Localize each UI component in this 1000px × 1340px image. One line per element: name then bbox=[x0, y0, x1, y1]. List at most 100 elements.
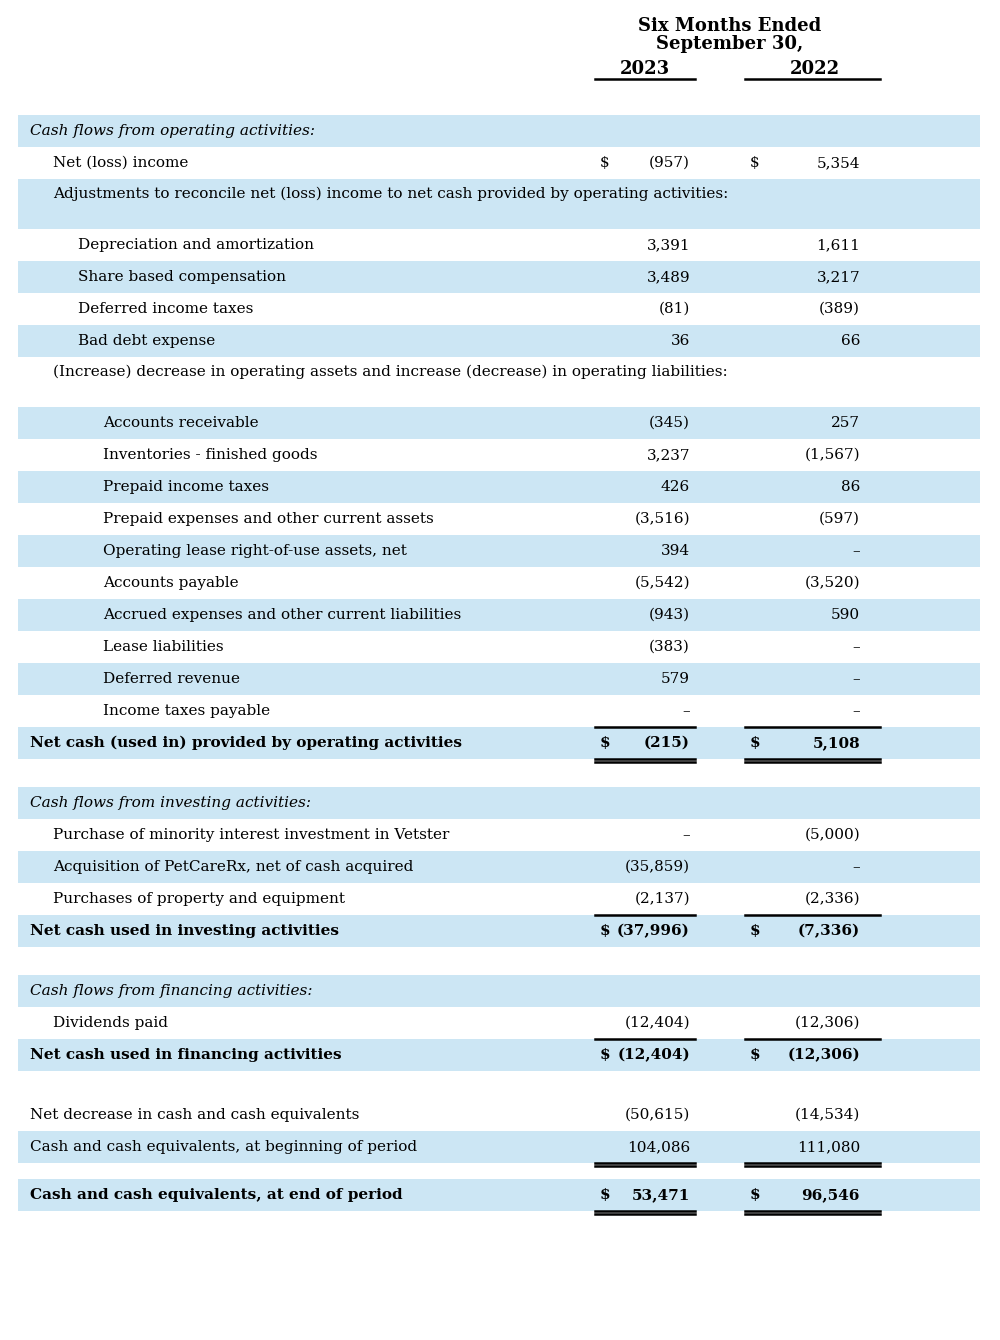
Bar bbox=[18, 326, 980, 356]
Text: 3,391: 3,391 bbox=[646, 239, 690, 252]
Text: 96,546: 96,546 bbox=[802, 1189, 860, 1202]
Text: Cash flows from investing activities:: Cash flows from investing activities: bbox=[30, 796, 311, 809]
Text: (Increase) decrease in operating assets and increase (decrease) in operating lia: (Increase) decrease in operating assets … bbox=[53, 364, 728, 379]
Text: (35,859): (35,859) bbox=[625, 860, 690, 874]
Text: Bad debt expense: Bad debt expense bbox=[78, 334, 215, 348]
Text: 257: 257 bbox=[831, 415, 860, 430]
Text: Depreciation and amortization: Depreciation and amortization bbox=[78, 239, 314, 252]
Text: Cash flows from financing activities:: Cash flows from financing activities: bbox=[30, 984, 312, 998]
Bar bbox=[18, 535, 980, 567]
Text: (37,996): (37,996) bbox=[617, 923, 690, 938]
Bar bbox=[18, 976, 980, 1006]
Text: (383): (383) bbox=[649, 641, 690, 654]
Text: 5,354: 5,354 bbox=[816, 155, 860, 170]
Text: Net cash (used in) provided by operating activities: Net cash (used in) provided by operating… bbox=[30, 736, 462, 750]
Bar bbox=[18, 1179, 980, 1211]
Text: Net cash used in investing activities: Net cash used in investing activities bbox=[30, 925, 339, 938]
Bar bbox=[18, 851, 980, 883]
Text: $: $ bbox=[750, 155, 760, 170]
Text: Prepaid income taxes: Prepaid income taxes bbox=[103, 480, 269, 494]
Bar bbox=[18, 115, 980, 147]
Text: September 30,: September 30, bbox=[656, 35, 804, 54]
Text: (215): (215) bbox=[644, 736, 690, 750]
Text: Accrued expenses and other current liabilities: Accrued expenses and other current liabi… bbox=[103, 608, 461, 622]
Text: –: – bbox=[682, 828, 690, 842]
Text: 86: 86 bbox=[841, 480, 860, 494]
Text: 5,108: 5,108 bbox=[812, 736, 860, 750]
Text: (2,336): (2,336) bbox=[804, 892, 860, 906]
Text: (12,404): (12,404) bbox=[617, 1048, 690, 1063]
Bar bbox=[18, 728, 980, 758]
Text: Accounts receivable: Accounts receivable bbox=[103, 415, 259, 430]
Bar bbox=[18, 1038, 980, 1071]
Text: 3,489: 3,489 bbox=[646, 269, 690, 284]
Text: 53,471: 53,471 bbox=[632, 1189, 690, 1202]
Text: 36: 36 bbox=[671, 334, 690, 348]
Text: (5,000): (5,000) bbox=[804, 828, 860, 842]
Text: Prepaid expenses and other current assets: Prepaid expenses and other current asset… bbox=[103, 512, 434, 527]
Text: (3,516): (3,516) bbox=[634, 512, 690, 527]
Text: (345): (345) bbox=[649, 415, 690, 430]
Text: $: $ bbox=[750, 925, 761, 938]
Text: Net cash used in financing activities: Net cash used in financing activities bbox=[30, 1048, 342, 1063]
Text: Purchase of minority interest investment in Vetster: Purchase of minority interest investment… bbox=[53, 828, 449, 842]
Text: $: $ bbox=[600, 925, 611, 938]
Text: Accounts payable: Accounts payable bbox=[103, 576, 239, 590]
Text: $: $ bbox=[600, 155, 610, 170]
Text: 1,611: 1,611 bbox=[816, 239, 860, 252]
Text: Share based compensation: Share based compensation bbox=[78, 269, 286, 284]
Text: Acquisition of PetCareRx, net of cash acquired: Acquisition of PetCareRx, net of cash ac… bbox=[53, 860, 413, 874]
Text: Cash and cash equivalents, at end of period: Cash and cash equivalents, at end of per… bbox=[30, 1189, 403, 1202]
Text: –: – bbox=[852, 704, 860, 718]
Text: –: – bbox=[852, 671, 860, 686]
Bar bbox=[18, 180, 980, 229]
Text: Lease liabilities: Lease liabilities bbox=[103, 641, 224, 654]
Text: 2022: 2022 bbox=[790, 60, 840, 78]
Text: –: – bbox=[682, 704, 690, 718]
Text: (2,137): (2,137) bbox=[634, 892, 690, 906]
Text: Cash and cash equivalents, at beginning of period: Cash and cash equivalents, at beginning … bbox=[30, 1140, 417, 1154]
Bar bbox=[18, 1131, 980, 1163]
Text: (389): (389) bbox=[819, 302, 860, 316]
Text: 590: 590 bbox=[831, 608, 860, 622]
Text: Net decrease in cash and cash equivalents: Net decrease in cash and cash equivalent… bbox=[30, 1108, 359, 1122]
Text: Income taxes payable: Income taxes payable bbox=[103, 704, 270, 718]
Text: (81): (81) bbox=[659, 302, 690, 316]
Text: Six Months Ended: Six Months Ended bbox=[638, 17, 822, 35]
Text: $: $ bbox=[750, 1048, 761, 1063]
Bar bbox=[18, 787, 980, 819]
Text: (12,404): (12,404) bbox=[624, 1016, 690, 1030]
Text: (7,336): (7,336) bbox=[798, 923, 860, 938]
Text: (14,534): (14,534) bbox=[795, 1108, 860, 1122]
Text: (597): (597) bbox=[819, 512, 860, 527]
Text: (12,306): (12,306) bbox=[794, 1016, 860, 1030]
Text: Operating lease right-of-use assets, net: Operating lease right-of-use assets, net bbox=[103, 544, 407, 557]
Text: $: $ bbox=[600, 736, 611, 750]
Text: Net (loss) income: Net (loss) income bbox=[53, 155, 188, 170]
Text: $: $ bbox=[600, 1048, 611, 1063]
Text: Deferred revenue: Deferred revenue bbox=[103, 671, 240, 686]
Text: $: $ bbox=[600, 1189, 611, 1202]
Text: 2023: 2023 bbox=[620, 60, 670, 78]
Text: Cash flows from operating activities:: Cash flows from operating activities: bbox=[30, 125, 315, 138]
Text: 3,217: 3,217 bbox=[816, 269, 860, 284]
Text: (3,520): (3,520) bbox=[804, 576, 860, 590]
Text: Inventories - finished goods: Inventories - finished goods bbox=[103, 448, 318, 462]
Text: (50,615): (50,615) bbox=[625, 1108, 690, 1122]
Bar bbox=[18, 470, 980, 502]
Text: –: – bbox=[852, 641, 860, 654]
Text: 66: 66 bbox=[840, 334, 860, 348]
Text: 111,080: 111,080 bbox=[797, 1140, 860, 1154]
Text: (12,306): (12,306) bbox=[787, 1048, 860, 1063]
Text: 3,237: 3,237 bbox=[646, 448, 690, 462]
Text: 426: 426 bbox=[661, 480, 690, 494]
Bar bbox=[18, 407, 980, 440]
Text: $: $ bbox=[750, 736, 761, 750]
Text: –: – bbox=[852, 860, 860, 874]
Text: $: $ bbox=[750, 1189, 761, 1202]
Text: Purchases of property and equipment: Purchases of property and equipment bbox=[53, 892, 345, 906]
Bar bbox=[18, 261, 980, 293]
Text: (943): (943) bbox=[649, 608, 690, 622]
Text: Adjustments to reconcile net (loss) income to net cash provided by operating act: Adjustments to reconcile net (loss) inco… bbox=[53, 188, 728, 201]
Text: 394: 394 bbox=[661, 544, 690, 557]
